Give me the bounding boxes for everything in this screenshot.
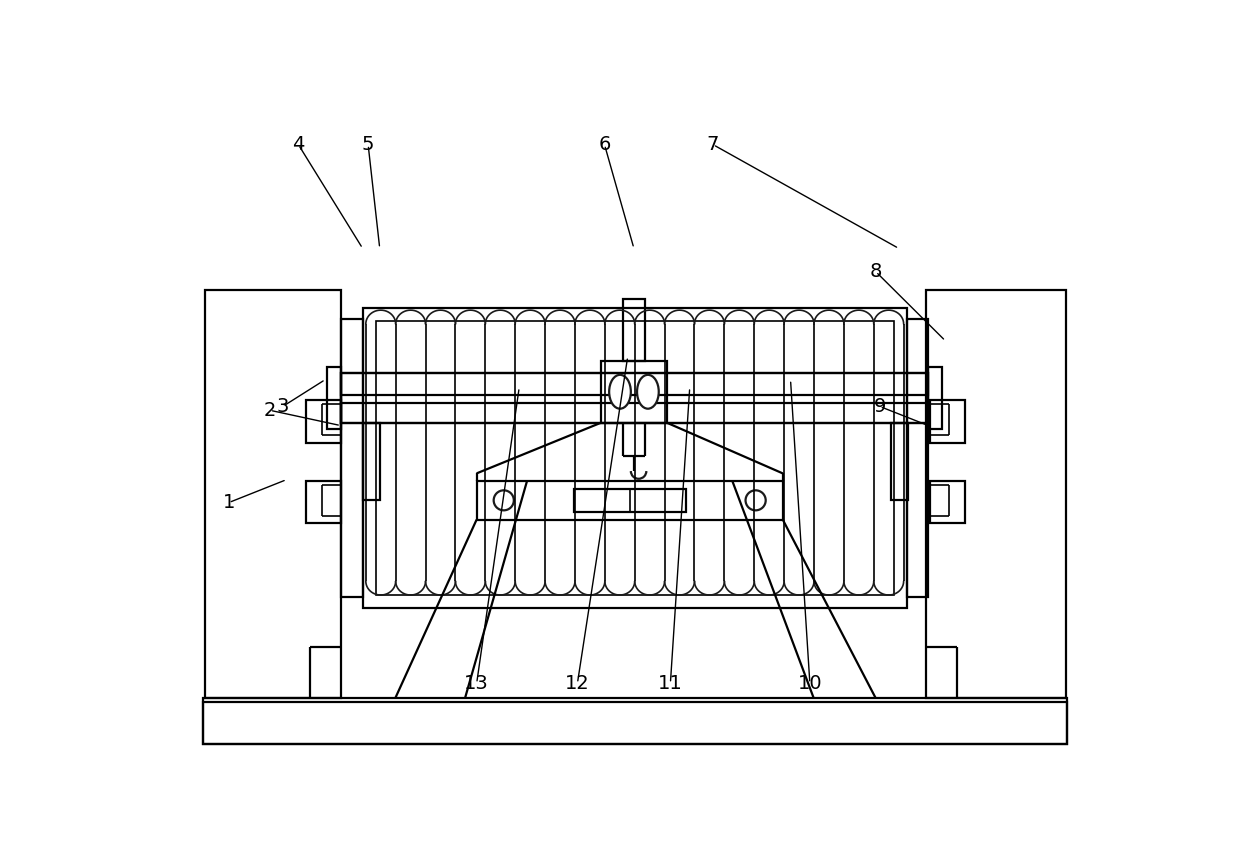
Text: 11: 11 <box>658 674 683 693</box>
Bar <box>341 320 362 596</box>
Bar <box>327 367 341 429</box>
Text: 10: 10 <box>797 674 822 693</box>
Text: 4: 4 <box>293 135 305 154</box>
Bar <box>930 481 965 523</box>
Bar <box>929 367 942 429</box>
Bar <box>376 321 894 595</box>
Bar <box>476 481 782 520</box>
Ellipse shape <box>637 375 658 409</box>
Text: 3: 3 <box>277 397 289 416</box>
Text: 2: 2 <box>264 400 275 420</box>
Text: 9: 9 <box>873 397 885 416</box>
Bar <box>306 400 341 442</box>
Text: 5: 5 <box>362 135 374 154</box>
Text: 8: 8 <box>869 262 882 281</box>
Bar <box>203 702 1068 745</box>
Bar <box>930 400 965 442</box>
Bar <box>206 291 341 699</box>
Text: 1: 1 <box>222 493 234 512</box>
Bar <box>203 699 1068 745</box>
Ellipse shape <box>609 375 631 409</box>
Text: 13: 13 <box>464 674 489 693</box>
Bar <box>892 423 908 500</box>
Bar <box>341 373 929 394</box>
Text: 7: 7 <box>707 135 719 154</box>
Text: 12: 12 <box>565 674 590 693</box>
Bar <box>306 481 341 523</box>
Bar <box>601 361 667 423</box>
Bar <box>363 423 379 500</box>
Bar <box>906 320 929 596</box>
Bar <box>926 291 1065 699</box>
Bar <box>341 373 929 423</box>
Bar <box>363 308 906 608</box>
Text: 6: 6 <box>599 135 610 154</box>
Bar <box>624 299 645 361</box>
Bar <box>341 402 929 423</box>
Bar <box>573 489 686 512</box>
